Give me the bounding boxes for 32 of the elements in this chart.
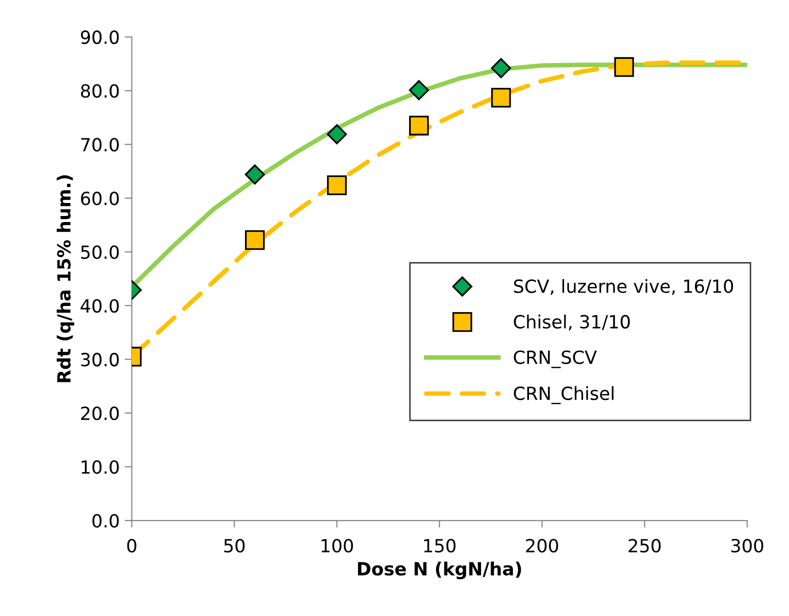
x-axis-title: Dose N (kgN/ha) (358, 562, 522, 580)
point (491, 58, 512, 78)
x-tick-label: 150 (424, 538, 456, 553)
point (409, 116, 429, 136)
legend-label: SCV, luzerne vive, 16/10 (514, 279, 734, 295)
y-tick-label: 30.0 (81, 352, 119, 366)
point (244, 230, 265, 250)
point (614, 57, 634, 77)
legend-label: Chisel, 31/10 (514, 314, 630, 330)
point (491, 88, 511, 108)
y-axis-title: Rdt (q/ha 15% hum.) (56, 175, 74, 382)
y-tick-label: 50.0 (81, 245, 119, 259)
y-tick-label: 70.0 (81, 138, 119, 152)
point (326, 124, 347, 144)
y-tick-label: 40.0 (80, 299, 119, 313)
x-tick-label: 200 (526, 538, 558, 553)
y-tick-label: 0.0 (92, 514, 119, 528)
x-tick-label: 100 (322, 538, 353, 553)
y-tick-label: 90.0 (80, 30, 119, 44)
point (327, 175, 347, 196)
y-tick-label: 60.0 (81, 192, 119, 206)
y-tick-label: 10.0 (82, 460, 119, 474)
x-tick-label: 50 (224, 538, 245, 553)
x-tick-label: 0 (127, 538, 136, 553)
point (244, 164, 265, 185)
legend-label: CRN_SCV (514, 350, 597, 368)
x-tick-label: 300 (731, 538, 764, 553)
point (408, 80, 429, 100)
y-tick-label: 20.0 (81, 406, 119, 420)
x-tick-label: 250 (628, 538, 661, 553)
y-tick-label: 80.0 (80, 84, 119, 98)
legend-label: CRN_Chisel (514, 386, 614, 404)
